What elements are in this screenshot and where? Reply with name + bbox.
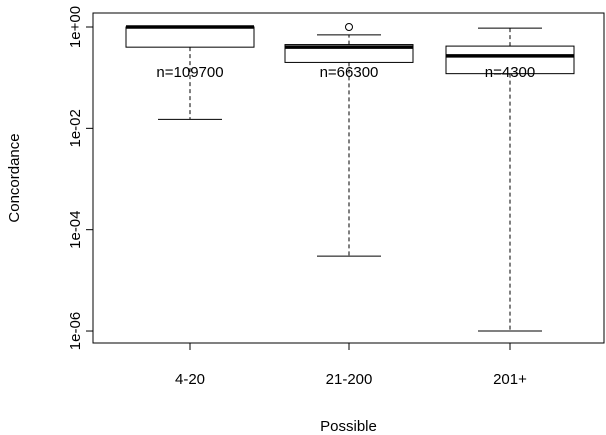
n-count-label: n=109700 bbox=[156, 64, 223, 81]
y-axis-title: Concordance bbox=[6, 133, 23, 222]
y-tick-label: 1e-06 bbox=[67, 312, 84, 350]
box-21-200 bbox=[284, 23, 414, 257]
iqr-box bbox=[125, 26, 255, 48]
box-4-20 bbox=[125, 25, 255, 120]
x-axis: 4-20 21-200 201+ bbox=[175, 342, 527, 388]
y-axis: 1e+00 1e-02 1e-04 1e-06 bbox=[67, 6, 94, 350]
iqr-box bbox=[284, 44, 414, 63]
y-tick-label: 1e-02 bbox=[67, 109, 84, 147]
n-count-label: n=4300 bbox=[485, 64, 535, 81]
outlier-point bbox=[345, 23, 353, 31]
iqr-box bbox=[445, 45, 575, 75]
y-tick-label: 1e-04 bbox=[67, 210, 84, 248]
n-labels: n=109700 n=66300 n=4300 bbox=[156, 64, 535, 81]
y-tick-label: 1e+00 bbox=[67, 6, 84, 48]
x-tick-label: 4-20 bbox=[175, 371, 205, 388]
n-count-label: n=66300 bbox=[320, 64, 379, 81]
boxes bbox=[125, 23, 575, 332]
box-201+ bbox=[445, 27, 575, 332]
x-axis-title: Possible bbox=[320, 418, 377, 435]
x-tick-label: 201+ bbox=[493, 371, 527, 388]
x-tick-label: 21-200 bbox=[326, 371, 373, 388]
